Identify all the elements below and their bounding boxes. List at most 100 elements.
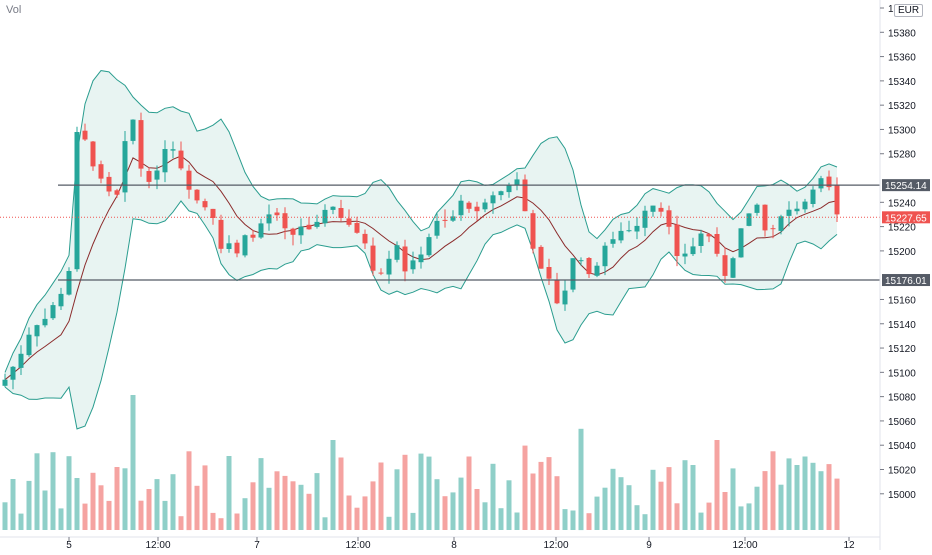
candle-body[interactable] [642,210,648,228]
volume-bar[interactable] [594,496,600,530]
volume-bar[interactable] [274,471,280,530]
candle-body[interactable] [466,202,472,209]
candle-body[interactable] [834,185,840,215]
candle-body[interactable] [58,293,64,307]
candle-body[interactable] [186,170,192,190]
volume-bar[interactable] [362,496,368,530]
candle-body[interactable] [586,258,592,275]
candle-body[interactable] [482,202,488,210]
volume-bar[interactable] [410,512,416,530]
candle-body[interactable] [738,228,744,258]
candle-body[interactable] [250,234,256,238]
candle-body[interactable] [826,176,832,188]
volume-bar[interactable] [2,502,8,530]
volume-bar[interactable] [554,476,560,530]
candle-body[interactable] [626,230,632,232]
candle-body[interactable] [434,220,440,236]
candle-body[interactable] [746,213,752,226]
candle-body[interactable] [634,225,640,232]
candle-body[interactable] [698,233,704,247]
volume-bar[interactable] [226,456,232,530]
currency-badge[interactable]: EUR [894,4,924,17]
candle-body[interactable] [458,200,464,216]
candle-body[interactable] [546,267,552,279]
candle-body[interactable] [338,208,344,218]
candle-body[interactable] [490,195,496,204]
candle-body[interactable] [234,242,240,254]
volume-bar[interactable] [778,484,784,530]
candle-body[interactable] [474,206,480,212]
volume-bar[interactable] [450,492,456,530]
candle-body[interactable] [362,233,368,244]
candle-body[interactable] [578,260,584,262]
candle-body[interactable] [194,189,200,201]
candle-body[interactable] [810,189,816,204]
candle-body[interactable] [314,221,320,227]
volume-bar[interactable] [418,453,424,530]
volume-bar[interactable] [770,451,776,531]
candle-body[interactable] [66,271,72,295]
volume-bar[interactable] [378,462,384,531]
volume-bar[interactable] [298,484,304,530]
candle-body[interactable] [538,246,544,269]
volume-bar[interactable] [314,473,320,530]
volume-bar[interactable] [498,508,504,530]
candle-body[interactable] [114,190,120,195]
volume-bar[interactable] [354,507,360,530]
volume-bar[interactable] [242,498,248,530]
volume-bar[interactable] [650,469,656,530]
candle-body[interactable] [162,149,168,173]
volume-bar[interactable] [82,503,88,530]
candle-body[interactable] [242,235,248,256]
candle-body[interactable] [74,132,80,270]
volume-bar[interactable] [634,505,640,530]
volume-bar[interactable] [562,509,568,530]
volume-bar[interactable] [26,480,32,530]
volume-bar[interactable] [106,500,112,530]
candle-body[interactable] [210,208,216,218]
candle-body[interactable] [138,120,144,169]
volume-bar[interactable] [586,513,592,530]
volume-bar[interactable] [130,395,136,530]
candle-body[interactable] [202,201,208,208]
candle-body[interactable] [282,213,288,229]
candle-body[interactable] [146,171,152,182]
volume-bar[interactable] [346,495,352,531]
candle-body[interactable] [530,213,536,249]
volume-bar[interactable] [402,454,408,530]
volume-bar[interactable] [74,478,80,530]
volume-bar[interactable] [50,452,56,530]
volume-bar[interactable] [386,516,392,530]
candle-body[interactable] [778,216,784,231]
volume-bar[interactable] [642,514,648,530]
volume-bar[interactable] [98,485,104,530]
volume-bar[interactable] [794,465,800,530]
candle-body[interactable] [770,228,776,230]
candle-body[interactable] [266,214,272,224]
candle-body[interactable] [570,258,576,290]
volume-bar[interactable] [578,428,584,531]
candle-body[interactable] [378,272,384,274]
candle-body[interactable] [402,246,408,272]
candle-body[interactable] [290,228,296,235]
volume-bar[interactable] [66,456,72,530]
candle-body[interactable] [330,206,336,210]
volume-bar[interactable] [210,512,216,530]
volume-bar[interactable] [458,477,464,530]
volume-bar[interactable] [722,492,728,530]
volume-bar[interactable] [202,465,208,530]
bollinger-lower-line[interactable] [4,200,838,430]
volume-bar[interactable] [282,475,288,530]
candle-body[interactable] [50,305,56,319]
candle-body[interactable] [522,179,528,212]
volume-bar[interactable] [802,456,808,531]
volume-bar[interactable] [178,516,184,530]
volume-bar[interactable] [514,512,520,531]
volume-bar[interactable] [322,517,328,530]
candle-body[interactable] [650,205,656,212]
candle-body[interactable] [690,246,696,255]
volume-bar[interactable] [834,478,840,530]
volume-bar[interactable] [34,453,40,530]
candle-body[interactable] [42,318,48,326]
volume-bar[interactable] [746,503,752,530]
